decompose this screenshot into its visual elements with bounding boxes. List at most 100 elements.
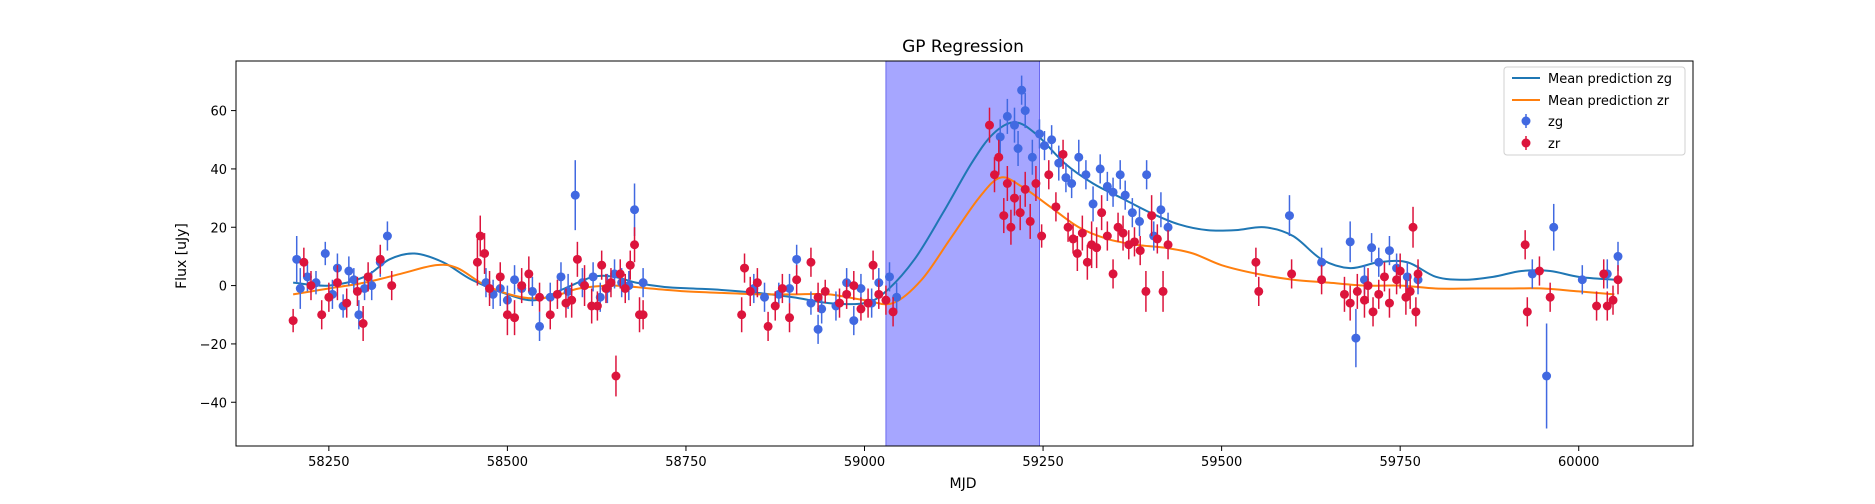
data-point-zr (1368, 297, 1378, 327)
marker (630, 205, 640, 215)
marker (535, 292, 545, 302)
data-point-zr (1405, 273, 1415, 309)
data-point-zr (475, 215, 485, 257)
x-tick-label: 59000 (844, 455, 885, 470)
marker (740, 263, 750, 273)
data-point-zr (630, 227, 640, 263)
data-point-zg (1027, 139, 1037, 175)
marker (989, 170, 999, 180)
marker (1009, 120, 1019, 130)
marker (1608, 295, 1618, 305)
marker (1058, 149, 1068, 159)
marker (567, 295, 577, 305)
marker (1009, 193, 1019, 203)
marker (480, 249, 490, 258)
legend-label-zg: zg (1548, 115, 1563, 130)
data-point-zr (1339, 276, 1349, 312)
marker (375, 254, 385, 264)
data-point-zr (524, 256, 534, 292)
marker (745, 286, 755, 296)
marker (1067, 179, 1077, 188)
marker (1405, 286, 1415, 296)
marker (1017, 85, 1027, 95)
marker (620, 284, 630, 293)
data-point-zg (849, 306, 859, 336)
marker (1384, 246, 1394, 256)
data-point-zr (1359, 282, 1369, 318)
data-point-zr (1051, 192, 1061, 222)
marker (1379, 272, 1389, 282)
marker (638, 278, 648, 288)
marker (299, 257, 309, 267)
data-point-zr (806, 247, 816, 277)
marker (1345, 237, 1355, 247)
marker (475, 231, 485, 241)
data-point-zr (1002, 166, 1012, 201)
data-point-zr (777, 273, 787, 304)
y-tick-label: 40 (210, 163, 227, 178)
marker (1147, 211, 1157, 221)
data-point-zr (1522, 297, 1532, 327)
marker (737, 310, 747, 320)
marker (1115, 170, 1125, 180)
data-point-zg (1156, 192, 1166, 228)
data-point-zr (752, 268, 762, 298)
marker (1068, 234, 1078, 244)
data-point-zr (1068, 224, 1078, 254)
data-point-zr (1082, 244, 1092, 280)
marker (545, 292, 555, 302)
marker (1097, 208, 1107, 218)
marker (292, 254, 302, 264)
data-point-zg (1081, 160, 1091, 190)
data-point-zr (510, 300, 520, 336)
marker (1251, 257, 1261, 267)
marker (1054, 158, 1064, 168)
marker (1613, 275, 1623, 285)
marker (1368, 307, 1378, 317)
marker (1542, 371, 1552, 381)
marker (1254, 286, 1264, 296)
marker (1545, 292, 1555, 302)
data-point-zr (625, 250, 635, 280)
data-point-zg (1577, 265, 1587, 295)
data-point-zr (1009, 180, 1019, 216)
data-point-zr (763, 311, 773, 341)
data-point-zr (552, 279, 562, 309)
marker (592, 301, 602, 311)
marker (1395, 266, 1405, 276)
data-point-zr (1031, 166, 1041, 201)
marker (885, 272, 895, 282)
marker (842, 289, 852, 299)
marker (1359, 295, 1369, 305)
chart-title: GP Regression (902, 37, 1024, 57)
data-point-zg (1134, 206, 1144, 236)
data-point-zg (995, 119, 1005, 155)
marker (1113, 222, 1123, 232)
data-point-zg (1351, 308, 1361, 368)
marker (332, 278, 342, 288)
marker (306, 281, 316, 291)
marker (1163, 222, 1173, 232)
marker (1520, 240, 1530, 250)
marker (1527, 269, 1537, 279)
data-point-zr (545, 300, 555, 330)
data-point-zr (1147, 195, 1157, 236)
marker (344, 266, 354, 276)
marker (1020, 184, 1030, 194)
data-point-zg (570, 160, 580, 231)
data-point-zg (1374, 247, 1384, 277)
marker (597, 260, 607, 270)
data-point-zg (1009, 107, 1019, 143)
marker (1549, 222, 1559, 232)
data-point-zr (495, 262, 505, 292)
marker (1134, 216, 1144, 226)
marker (1063, 222, 1073, 232)
data-point-zr (1058, 139, 1068, 169)
marker (785, 313, 795, 323)
data-point-zr (745, 276, 755, 306)
marker (288, 316, 298, 326)
marker (984, 120, 994, 130)
marker (1102, 231, 1112, 241)
x-tick-label: 58500 (487, 455, 528, 470)
marker (1408, 222, 1418, 232)
